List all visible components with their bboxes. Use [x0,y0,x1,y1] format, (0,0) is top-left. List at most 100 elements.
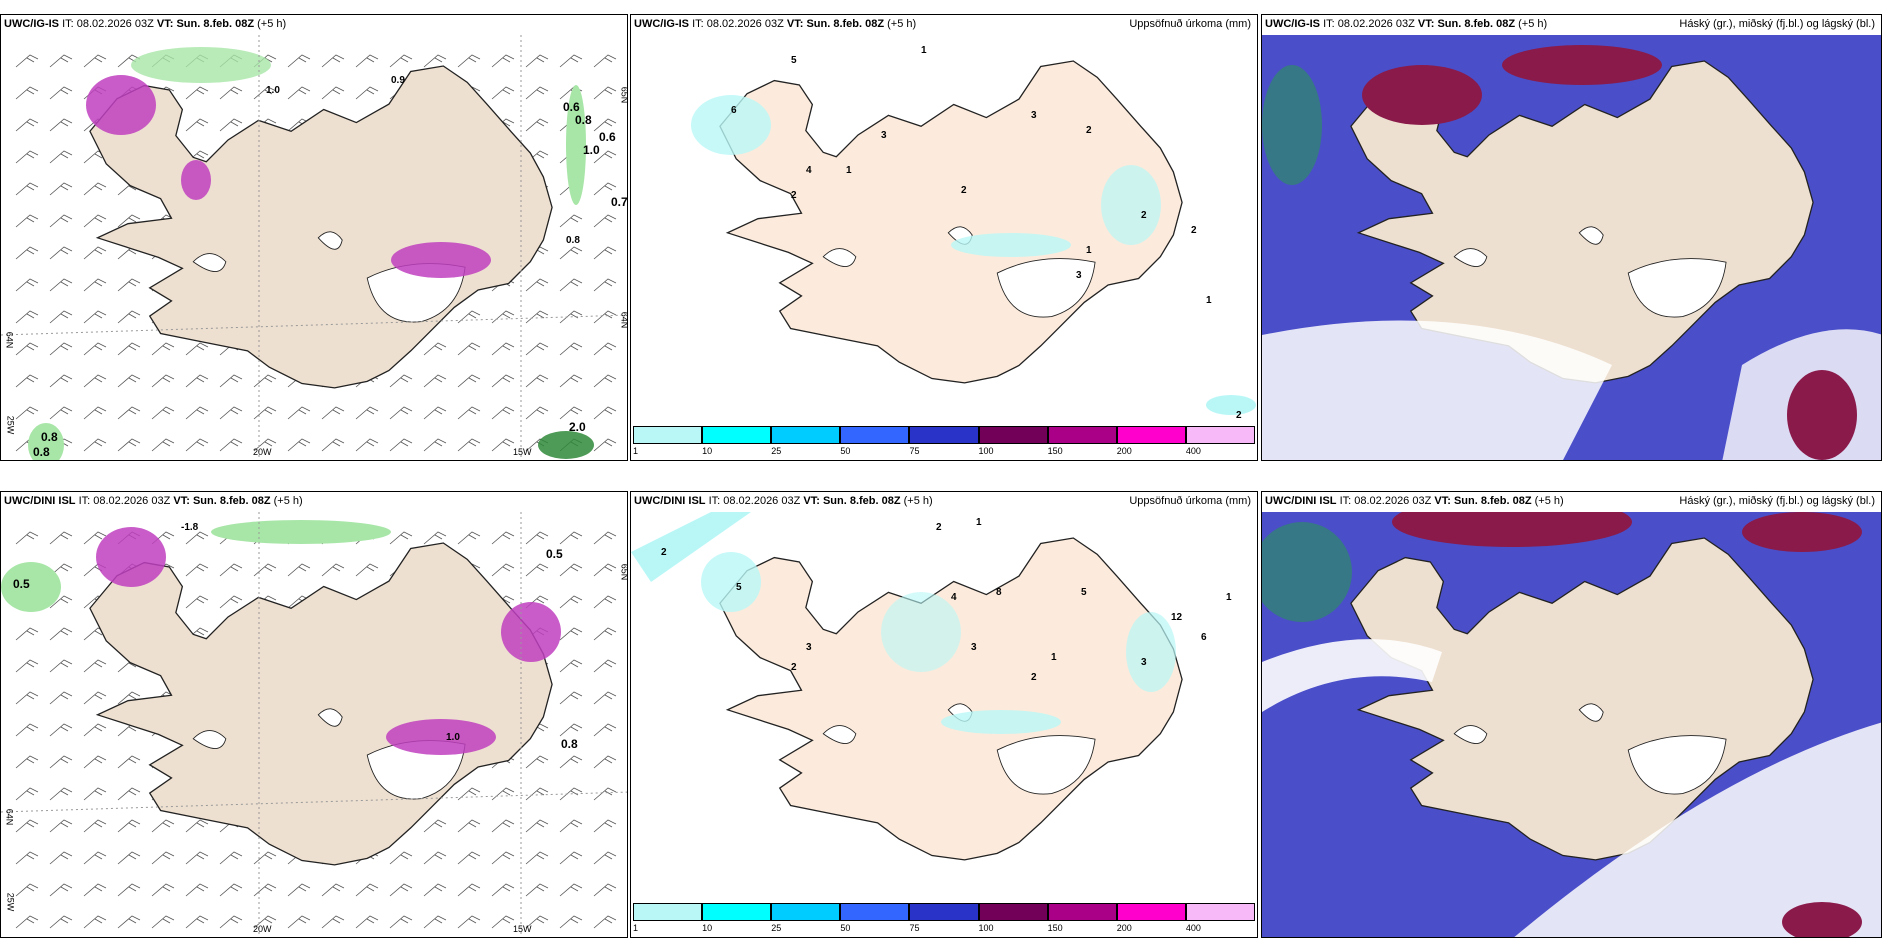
wind-barb [117,851,141,865]
contour-label: 2 [1236,410,1242,421]
wind-barb [15,627,39,641]
lat-label: 65N [619,86,628,104]
wind-barb [117,438,141,452]
wind-barb [287,86,311,100]
wind-barb [525,915,549,929]
wind-barb [219,563,243,577]
contour-label: 3 [881,130,887,141]
wind-barb [49,595,73,609]
wind-barb [457,915,481,929]
lon-label: 15W [513,924,532,934]
colorbar-swatch [633,903,703,921]
wind-barb [83,819,107,833]
colorbar-tick: 10 [702,923,713,933]
wind-barb [151,915,175,929]
panel-subtitle: Háský (gr.), miðský (fj.bl.) og lágský (… [1679,495,1875,507]
wind-barb [253,883,277,897]
contour-label: 1 [921,45,927,56]
colorbar-tick: 400 [1185,446,1201,456]
precip-label: 1.0 [446,732,460,743]
wind-barb [593,787,617,801]
wind-barb [559,851,583,865]
wind-barb [117,691,141,705]
contour-label: 3 [1141,657,1147,668]
wind-barb [219,595,243,609]
map-wind-precip [1,35,627,460]
contour-label: 2 [961,185,967,196]
wind-barb [321,563,345,577]
colorbar-swatch [909,903,979,921]
wind-barb [593,531,617,545]
wind-barb [83,214,107,228]
contour-label: 1 [1226,592,1232,603]
wind-barb [219,118,243,132]
wind-barb [559,342,583,356]
wind-barb [525,310,549,324]
colorbar-tick: 400 [1185,923,1201,933]
wind-barb [559,278,583,292]
wind-barb [83,531,107,545]
wind-barb [253,915,277,929]
colorbar-swatch [1047,426,1117,444]
wind-barb [355,563,379,577]
wind-barb [491,310,515,324]
wind-barb [355,438,379,452]
wind-barb [83,787,107,801]
wind-barb [83,182,107,196]
wind-barb [593,54,617,68]
precip-label: 0.8 [33,445,50,459]
wind-barb [287,438,311,452]
contour-label: 5 [791,55,797,66]
wind-barb [457,883,481,897]
wind-barb [49,54,73,68]
wind-barb [185,851,209,865]
precip-label: 2.0 [569,420,586,434]
map-accum-precip [691,60,1256,415]
wind-barb [321,883,345,897]
colorbar: 1 10 25 50 75 100 150 200 400 [633,426,1255,458]
wind-barb [423,438,447,452]
wind-barb [83,310,107,324]
wind-barb [457,406,481,420]
wind-barb [185,406,209,420]
lat-label: 64N [4,331,15,349]
wind-barb [219,374,243,388]
colorbar-swatch [702,426,772,444]
wind-barb [15,374,39,388]
colorbar-swatch [909,426,979,444]
wind-barb [593,214,617,228]
wind-barb [457,819,481,833]
wind-barb [559,819,583,833]
wind-barb [355,406,379,420]
wind-barb [253,374,277,388]
wind-barb [559,310,583,324]
wind-barb [15,182,39,196]
wind-barb [457,531,481,545]
wind-barb [253,438,277,452]
colorbar-tick: 100 [978,446,994,456]
wind-barb [49,755,73,769]
panel-title: UWC/IG-IS IT: 08.02.2026 03Z VT: Sun. 8.… [634,18,917,30]
lon-label: 25W [5,892,16,912]
precip-label: 0.8 [566,235,580,246]
wind-barb [49,723,73,737]
colorbar-swatch [771,903,841,921]
colorbar-swatch [771,426,841,444]
cloud-cover-panel-igis: UWC/IG-IS IT: 08.02.2026 03Z VT: Sun. 8.… [1261,14,1882,461]
lon-label: 20W [253,924,272,934]
wind-barb [457,310,481,324]
wind-barb [15,310,39,324]
wind-barb [49,627,73,641]
colorbar-swatch [840,426,910,444]
wind-barb [15,214,39,228]
wind-barb [593,691,617,705]
colorbar-swatch [633,426,703,444]
wind-barb [49,342,73,356]
wind-barb [525,755,549,769]
wind-barb [559,54,583,68]
wind-barb [559,246,583,260]
wind-barb [559,563,583,577]
wind-barb [49,659,73,673]
wind-barb [83,883,107,897]
wind-barb [355,915,379,929]
